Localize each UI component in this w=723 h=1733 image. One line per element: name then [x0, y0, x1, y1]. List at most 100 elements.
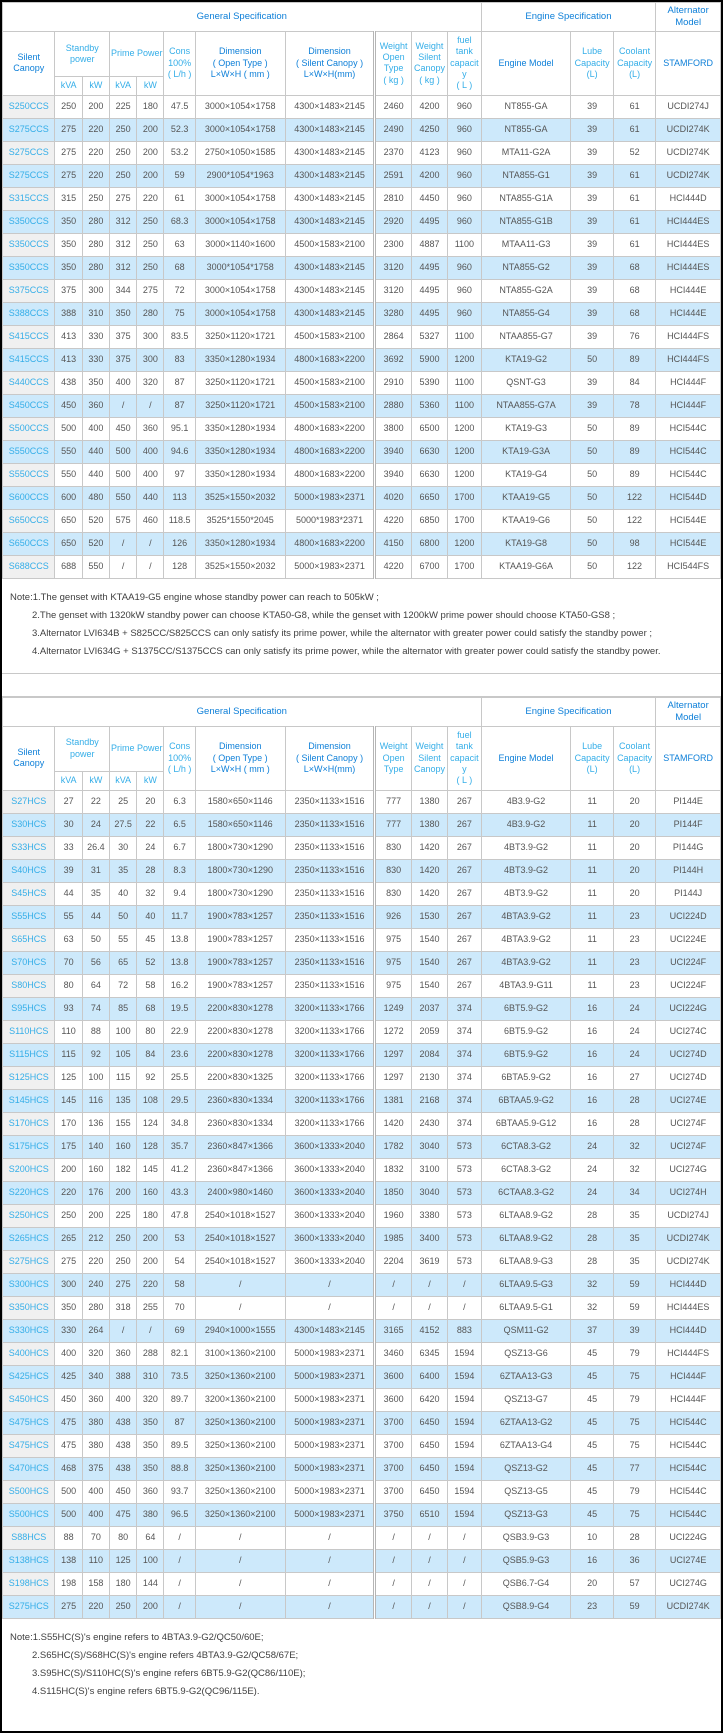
- model-link[interactable]: S198HCS: [1, 1571, 56, 1596]
- table-row: S440CCS 438 350 400 320 87 3250×1120×1721 4500×…: [1, 370, 721, 395]
- model-link[interactable]: S250HCS: [1, 1203, 56, 1228]
- data-cell: 61: [612, 186, 657, 211]
- model-link[interactable]: S33HCS: [1, 835, 56, 860]
- model-link[interactable]: S265HCS: [1, 1226, 56, 1251]
- model-link[interactable]: S475HCS: [1, 1410, 56, 1435]
- model-link[interactable]: S350HCS: [1, 1295, 56, 1320]
- model-link[interactable]: S95HCS: [1, 996, 56, 1021]
- model-link[interactable]: S275CCS: [1, 140, 56, 165]
- data-cell: QSB8.9-G4: [480, 1594, 572, 1619]
- model-link[interactable]: S550CCS: [1, 462, 56, 487]
- data-cell: 83.5: [163, 324, 196, 349]
- data-cell: 16: [570, 1088, 614, 1113]
- data-cell: 2130: [410, 1065, 449, 1090]
- model-link[interactable]: S170HCS: [1, 1111, 56, 1136]
- data-cell: 4495: [410, 255, 449, 280]
- data-cell: 124: [136, 1111, 165, 1136]
- table-row: S250CCS 250 200 225 180 47.5 3000×1054×1758 430…: [1, 94, 721, 119]
- model-link[interactable]: S350CCS: [1, 255, 56, 280]
- model-link[interactable]: S450CCS: [1, 393, 56, 418]
- data-cell: /: [163, 1525, 196, 1550]
- data-cell: 39: [570, 232, 614, 257]
- data-cell: MTAA11-G3: [480, 232, 572, 257]
- model-link[interactable]: S200HCS: [1, 1157, 56, 1182]
- model-link[interactable]: S40HCS: [1, 858, 56, 883]
- model-link[interactable]: S275HCS: [1, 1249, 56, 1274]
- data-cell: 2350×1133×1516: [284, 950, 376, 975]
- data-cell: 25: [108, 789, 138, 814]
- data-cell: UCDI274K: [655, 117, 721, 142]
- model-link[interactable]: S415CCS: [1, 324, 56, 349]
- model-link[interactable]: S470HCS: [1, 1456, 56, 1481]
- model-link[interactable]: S315CCS: [1, 186, 56, 211]
- model-link[interactable]: S500HCS: [1, 1479, 56, 1504]
- model-link[interactable]: S115HCS: [1, 1042, 56, 1067]
- model-link[interactable]: S250CCS: [1, 94, 56, 119]
- model-link[interactable]: S300HCS: [1, 1272, 56, 1297]
- data-cell: /: [163, 1594, 196, 1619]
- section-header-general: General Specification: [2, 696, 482, 727]
- model-link[interactable]: S500HCS: [1, 1502, 56, 1527]
- model-link[interactable]: S415CCS: [1, 347, 56, 372]
- data-cell: 77: [612, 1456, 657, 1481]
- model-link[interactable]: S350CCS: [1, 232, 56, 257]
- data-cell: HCI544C: [655, 1456, 721, 1481]
- model-link[interactable]: S350CCS: [1, 209, 56, 234]
- model-link[interactable]: S275CCS: [1, 163, 56, 188]
- model-link[interactable]: S375CCS: [1, 278, 56, 303]
- data-cell: 280: [81, 255, 110, 280]
- model-link[interactable]: S650CCS: [1, 531, 56, 556]
- data-cell: 6BTA5.9-G2: [480, 1065, 572, 1090]
- note-line: Note:1.The genset with KTAA19-G5 engine …: [10, 591, 379, 603]
- model-link[interactable]: S688CCS: [1, 554, 56, 579]
- model-link[interactable]: S45HCS: [1, 881, 56, 906]
- model-link[interactable]: S275HCS: [1, 1594, 56, 1619]
- data-cell: 59: [612, 1594, 657, 1619]
- model-link[interactable]: S388CCS: [1, 301, 56, 326]
- model-link[interactable]: S145HCS: [1, 1088, 56, 1113]
- data-cell: 85: [108, 996, 138, 1021]
- model-link[interactable]: S500CCS: [1, 416, 56, 441]
- data-cell: 3250×1360×2100: [194, 1410, 286, 1435]
- data-cell: 5000×1983×2371: [284, 1410, 376, 1435]
- data-cell: 3350×1280×1934: [194, 439, 286, 464]
- data-cell: /: [108, 393, 138, 418]
- model-link[interactable]: S275CCS: [1, 117, 56, 142]
- data-cell: /: [373, 1571, 412, 1596]
- model-link[interactable]: S110HCS: [1, 1019, 56, 1044]
- model-link[interactable]: S80HCS: [1, 973, 56, 998]
- model-link[interactable]: S70HCS: [1, 950, 56, 975]
- model-link[interactable]: S450HCS: [1, 1387, 56, 1412]
- data-cell: 2400×980×1460: [194, 1180, 286, 1205]
- model-link[interactable]: S425HCS: [1, 1364, 56, 1389]
- model-link[interactable]: S88HCS: [1, 1525, 56, 1550]
- model-link[interactable]: S220HCS: [1, 1180, 56, 1205]
- data-cell: 24: [570, 1157, 614, 1182]
- model-link[interactable]: S475HCS: [1, 1433, 56, 1458]
- data-cell: 3000×1054×1758: [194, 278, 286, 303]
- data-cell: 360: [136, 1479, 165, 1504]
- data-cell: 315: [54, 186, 83, 211]
- table-row: S275CCS 275 220 250 200 52.3 3000×1054×1758 430…: [1, 117, 721, 142]
- data-cell: UCI274E: [655, 1088, 721, 1113]
- data-cell: 267: [447, 927, 482, 952]
- data-cell: 45: [136, 927, 165, 952]
- model-link[interactable]: S400HCS: [1, 1341, 56, 1366]
- model-link[interactable]: S550CCS: [1, 439, 56, 464]
- model-link[interactable]: S125HCS: [1, 1065, 56, 1090]
- table-row: S110HCS 110 88 100 80 22.9 2200×830×1278 3200×1…: [1, 1019, 721, 1044]
- model-link[interactable]: S138HCS: [1, 1548, 56, 1573]
- model-link[interactable]: S30HCS: [1, 812, 56, 837]
- model-link[interactable]: S27HCS: [1, 789, 56, 814]
- model-link[interactable]: S650CCS: [1, 508, 56, 533]
- model-link[interactable]: S175HCS: [1, 1134, 56, 1159]
- data-cell: 3040: [410, 1134, 449, 1159]
- model-link[interactable]: S55HCS: [1, 904, 56, 929]
- model-link[interactable]: S440CCS: [1, 370, 56, 395]
- model-link[interactable]: S330HCS: [1, 1318, 56, 1343]
- model-link[interactable]: S65HCS: [1, 927, 56, 952]
- model-link[interactable]: S600CCS: [1, 485, 56, 510]
- data-cell: 2360×830×1334: [194, 1088, 286, 1113]
- col-header-fuel-tank: fuel tank capacity ( L ): [447, 725, 482, 791]
- data-cell: 4495: [410, 301, 449, 326]
